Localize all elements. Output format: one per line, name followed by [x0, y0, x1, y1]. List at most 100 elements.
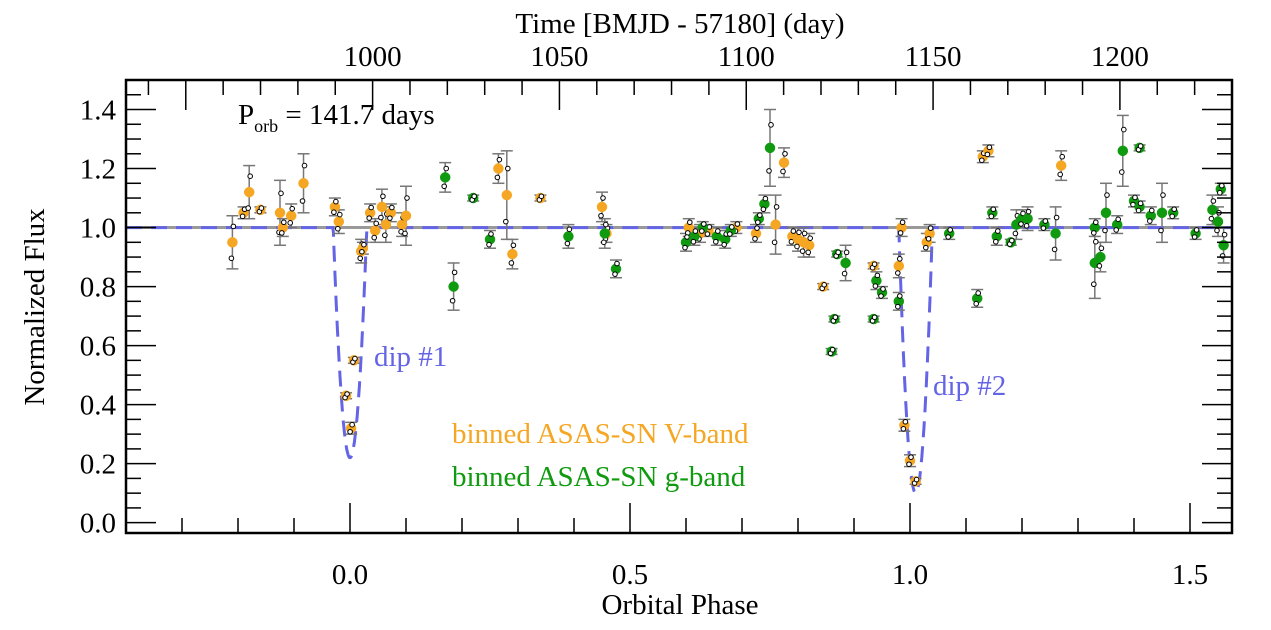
- unbinned-point: [780, 168, 786, 175]
- unbinned-point: [245, 205, 251, 211]
- unbinned-point: [441, 183, 448, 190]
- unbinned-point: [841, 270, 848, 277]
- unbinned-point: [927, 225, 934, 231]
- v-band-point: [298, 178, 309, 189]
- unbinned-point: [995, 228, 1001, 234]
- y-tick-label: 1.0: [80, 213, 116, 245]
- unbinned-point: [1057, 171, 1063, 178]
- unbinned-point: [331, 209, 337, 216]
- v-band-point: [507, 248, 518, 260]
- x-tick-label: 1.5: [1172, 559, 1208, 591]
- unbinned-point: [734, 221, 741, 227]
- v-band-point: [1055, 160, 1067, 171]
- unbinned-point: [1171, 206, 1177, 213]
- period-annotation: Porb = 141.7 days: [238, 99, 435, 136]
- unbinned-point: [368, 204, 374, 211]
- unbinned-point: [1091, 281, 1097, 288]
- unbinned-point: [486, 241, 492, 248]
- unbinned-point: [947, 227, 954, 233]
- unbinned-point: [796, 229, 802, 236]
- unbinned-point: [1023, 222, 1030, 229]
- y-tick-label: 0.2: [80, 449, 116, 481]
- unbinned-point: [1210, 198, 1217, 204]
- model-curve: [126, 226, 1232, 495]
- unbinned-point: [1147, 218, 1153, 224]
- unbinned-point: [1217, 189, 1223, 196]
- unbinned-point: [713, 238, 719, 245]
- unbinned-point: [760, 206, 767, 213]
- v-band-point: [893, 260, 905, 272]
- unbinned-point: [1158, 227, 1164, 234]
- unbinned-point: [988, 213, 995, 220]
- dip-1-label: dip #1: [374, 341, 447, 373]
- unbinned-point: [333, 198, 339, 205]
- unbinned-point: [1169, 213, 1175, 220]
- g-band-point: [1117, 145, 1129, 157]
- unbinned-point: [1104, 192, 1110, 198]
- unbinned-point: [1098, 245, 1105, 252]
- unbinned-point: [835, 249, 842, 256]
- unbinned-point: [347, 428, 353, 435]
- unbinned-point: [1025, 208, 1032, 215]
- unbinned-point: [299, 198, 306, 204]
- top-x-tick-label: 1200: [1091, 41, 1149, 73]
- top-x-tick-label: 1150: [905, 41, 962, 73]
- unbinned-point: [699, 228, 705, 234]
- unbinned-point: [451, 269, 458, 276]
- unbinned-point: [986, 144, 993, 151]
- unbinned-point: [1132, 194, 1138, 201]
- unbinned-point: [729, 224, 735, 230]
- unbinned-point: [289, 205, 296, 212]
- unbinned-point: [402, 230, 408, 237]
- legend-v-band: binned ASAS-SN V-band: [452, 418, 749, 450]
- unbinned-point: [471, 193, 478, 200]
- unbinned-point: [1115, 216, 1121, 223]
- g-band-point: [1050, 228, 1061, 239]
- y-tick-label: 1.4: [80, 95, 117, 127]
- unbinned-point: [494, 174, 501, 181]
- unbinned-point: [564, 240, 571, 247]
- period-value: = 141.7 days: [278, 99, 435, 131]
- unbinned-point: [973, 300, 980, 307]
- unbinned-point: [335, 225, 341, 232]
- unbinned-point: [1113, 227, 1119, 233]
- unbinned-point: [287, 220, 294, 226]
- unbinned-point: [598, 212, 604, 219]
- unbinned-point: [754, 225, 760, 231]
- axes-layer: 0.0 0.5 1.0 1.5 1000 1050 1100 1150 1200 0.0 0.2 0.…: [80, 41, 1234, 591]
- unbinned-point: [1214, 227, 1220, 234]
- unbinned-point: [510, 242, 517, 249]
- unbinned-point: [755, 219, 761, 226]
- unbinned-point: [829, 346, 836, 353]
- unbinned-point: [352, 355, 358, 362]
- unbinned-point: [359, 248, 365, 255]
- g-band-point: [599, 228, 611, 239]
- unbinned-point: [382, 232, 388, 239]
- unbinned-point: [871, 314, 878, 321]
- unbinned-point: [794, 243, 800, 250]
- unbinned-point: [1149, 207, 1155, 214]
- unbinned-point: [871, 261, 878, 267]
- top-x-tick-label: 1100: [718, 41, 775, 73]
- unbinned-point: [344, 391, 350, 397]
- v-band-point: [501, 189, 513, 201]
- unbinned-point: [1042, 218, 1049, 224]
- v-band-point: [770, 219, 781, 230]
- unbinned-point: [366, 215, 372, 221]
- v-band-point: [227, 237, 238, 248]
- g-band-point: [439, 172, 451, 183]
- y-tick-label: 1.2: [80, 154, 116, 186]
- unbinned-point: [984, 151, 991, 158]
- unbinned-point: [782, 150, 788, 157]
- v-band-point: [778, 157, 790, 168]
- g-band-point: [764, 142, 776, 154]
- unbinned-point: [301, 162, 308, 169]
- x-tick-label: 1.0: [892, 559, 928, 591]
- g-band-point: [1100, 207, 1112, 219]
- unbinned-point: [690, 238, 697, 245]
- period-subscript: orb: [254, 116, 278, 136]
- unbinned-point: [1018, 221, 1024, 227]
- unbinned-point: [603, 221, 609, 228]
- unbinned-point: [1093, 238, 1099, 245]
- unbinned-point: [1091, 230, 1097, 236]
